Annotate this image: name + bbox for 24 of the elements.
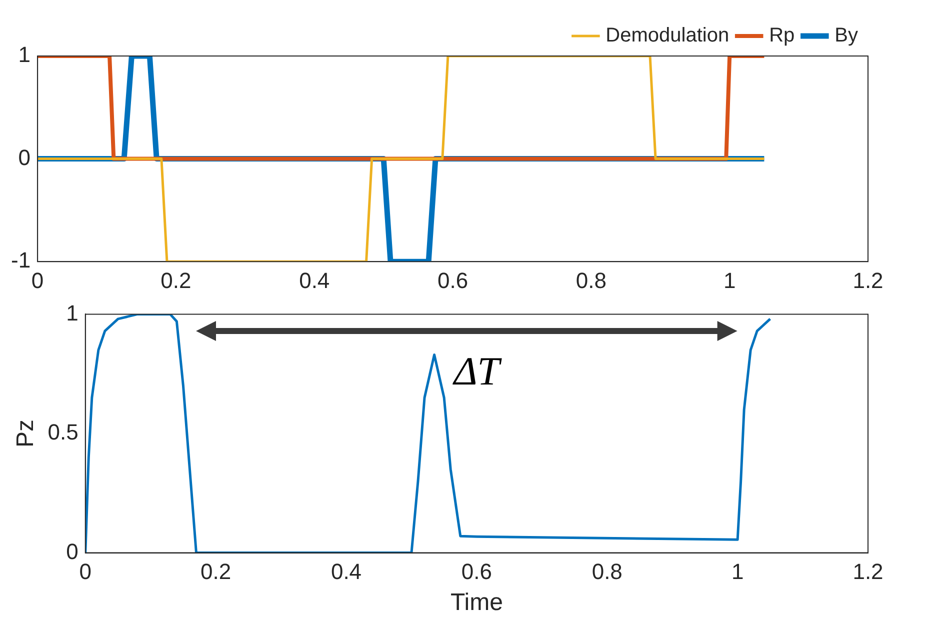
x-tick-label: 1.2: [852, 559, 884, 584]
y-tick-label: -1: [11, 248, 31, 273]
legend-label: By: [834, 24, 858, 47]
x-axis-title: Time: [450, 589, 503, 616]
y-axis-title: Pz: [12, 419, 40, 448]
x-tick-label: 0.6: [461, 559, 492, 584]
x-tick-label: 0.2: [200, 559, 232, 584]
x-tick-label: 0.8: [576, 268, 606, 293]
y-tick-label: 0: [18, 144, 31, 170]
x-tick-label: 1.2: [852, 268, 884, 293]
y-tick-label: 0: [66, 538, 78, 564]
x-tick-label: 1: [723, 268, 736, 293]
x-tick-label: 0.4: [299, 268, 330, 293]
x-tick-label: 0.6: [437, 268, 468, 293]
legend-label: Rp: [769, 24, 795, 47]
y-tick-label: 1: [66, 300, 78, 326]
x-tick-label: 0.8: [592, 559, 622, 584]
legend-label: Demodulation: [606, 24, 730, 47]
x-tick-label: 0.2: [160, 268, 192, 293]
x-tick-label: 0.4: [330, 559, 362, 584]
x-tick-label: 1: [731, 559, 744, 584]
y-tick-label: 1: [18, 42, 31, 68]
y-tick-label: 0.5: [48, 420, 78, 445]
annotation: ΔT: [452, 348, 502, 394]
